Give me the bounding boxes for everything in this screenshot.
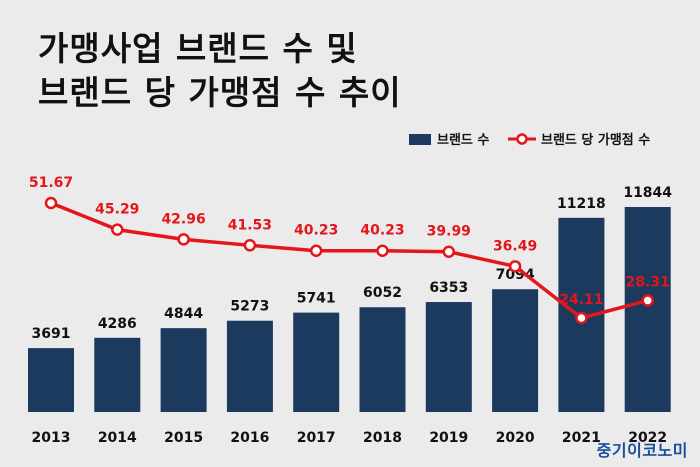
line-value-label-2015: 42.96 <box>161 211 205 227</box>
bar-series <box>28 207 671 412</box>
legend-marker-line <box>516 133 528 145</box>
line-series <box>44 196 654 325</box>
bar-2018 <box>359 307 406 412</box>
line-point-2015 <box>177 233 190 246</box>
line-point-2016 <box>243 239 257 252</box>
bar-value-label-2022: 11844 <box>623 185 672 201</box>
legend-swatch-bar <box>409 134 431 145</box>
line-point-2017 <box>309 244 323 257</box>
chart-title-line-1: 가맹사업 브랜드 수 및 <box>38 29 358 68</box>
line-value-label-2016: 41.53 <box>228 217 272 233</box>
line-value-label-2018: 40.23 <box>360 223 404 239</box>
legend-label-line: 브랜드 당 가맹점 수 <box>541 132 650 148</box>
bar-value-label-2021: 11218 <box>557 196 606 212</box>
line-point-2020 <box>508 260 522 273</box>
line-point-2022 <box>641 294 654 307</box>
bar-2015 <box>160 328 207 412</box>
chart-legend: 브랜드 수 브랜드 당 가맹점 수 <box>409 132 650 148</box>
bar-value-label-2018: 6052 <box>363 285 402 301</box>
x-tick-label-2016: 2016 <box>230 430 269 446</box>
line-value-label-2020: 36.49 <box>493 238 537 254</box>
x-tick-label-2015: 2015 <box>164 430 203 446</box>
line-point-2021 <box>575 311 588 325</box>
x-tick-label-2021: 2021 <box>562 430 601 446</box>
x-tick-label-2020: 2020 <box>496 430 535 446</box>
x-tick-label-2017: 2017 <box>297 430 336 446</box>
chart-title-line-2: 브랜드 당 가맹점 수 추이 <box>38 73 402 112</box>
bar-value-label-2014: 4286 <box>98 316 137 332</box>
x-tick-label-2019: 2019 <box>429 430 468 446</box>
bar-2019 <box>425 302 472 412</box>
line-point-2018 <box>376 244 389 257</box>
bar-value-label-2016: 5273 <box>230 299 269 315</box>
bar-2020 <box>492 289 539 412</box>
line-value-label-2014: 45.29 <box>95 202 139 218</box>
x-tick-label-2014: 2014 <box>98 430 137 446</box>
line-value-labels: 51.67 45.29 42.96 41.53 40.23 40.23 39.99 36.49… <box>29 175 670 308</box>
bar-2016 <box>226 320 273 412</box>
line-value-label-2013: 51.67 <box>29 175 73 191</box>
bar-2013 <box>28 348 74 412</box>
line-value-label-2019: 39.99 <box>427 224 471 240</box>
bar-2022 <box>624 207 671 412</box>
line-point-2019 <box>442 245 456 258</box>
x-tick-label-2022: 2022 <box>628 430 667 446</box>
x-tick-label-2018: 2018 <box>363 430 402 446</box>
line-point-2013 <box>44 196 58 210</box>
bar-value-label-2015: 4844 <box>164 306 203 322</box>
line-point-2014 <box>111 223 124 236</box>
line-path <box>50 201 649 320</box>
source-watermark: 중기이코노미 <box>596 441 688 460</box>
line-value-label-2017: 40.23 <box>294 223 338 239</box>
bar-value-label-2020: 7094 <box>496 267 535 283</box>
x-axis-tick-labels: 2013 2014 2015 2016 2017 2018 2019 2020 2021 2022 <box>32 430 668 446</box>
legend-label-bar: 브랜드 수 <box>437 132 489 148</box>
bar-2017 <box>293 312 340 412</box>
bar-value-label-2017: 5741 <box>297 291 336 307</box>
bar-2014 <box>94 337 141 412</box>
line-value-label-2021: 24.11 <box>559 292 603 308</box>
line-value-label-2022: 28.31 <box>626 274 670 290</box>
bar-value-labels: 3691 4286 4844 5273 5741 6052 6353 7094 11218 118… <box>32 185 673 342</box>
x-tick-label-2013: 2013 <box>32 430 71 446</box>
bar-value-label-2013: 3691 <box>32 326 71 342</box>
bar-value-label-2019: 6353 <box>429 280 468 296</box>
